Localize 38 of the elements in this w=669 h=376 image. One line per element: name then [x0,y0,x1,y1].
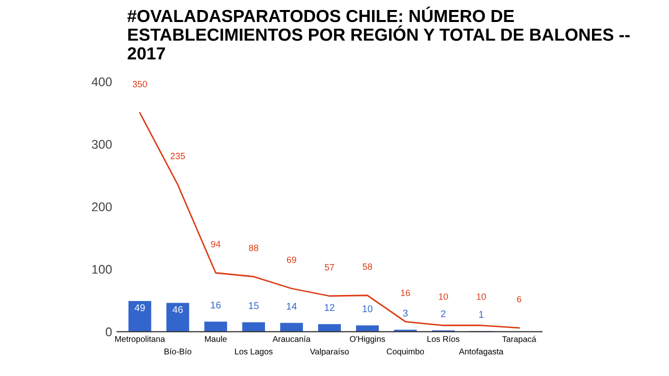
data-label: 235 [170,152,185,160]
x-tick-label: Antofagasta [458,348,504,356]
x-tick-label: Bío-Bío [164,348,192,354]
data-label: 49 [134,304,145,312]
data-label: 15 [248,302,259,310]
x-tick-label: Metropolitana [115,336,166,344]
data-label: 1 [479,311,484,318]
data-label: 16 [211,302,221,308]
data-label: 10 [438,293,448,300]
x-tick-label: Araucanía [272,336,311,342]
y-tick-label: 400 [92,77,112,86]
data-label: 12 [324,304,334,311]
data-label: 3 [403,310,408,317]
y-tick-label: 0 [106,327,112,336]
x-tick-label: Coquimbo [386,348,424,356]
x-tick-label: Los Lagos [235,348,273,356]
data-label: 6 [517,296,522,302]
x-tick-label: Maule [205,336,227,342]
data-label: 16 [401,290,410,296]
data-label: 88 [248,244,258,252]
x-tick-label: Tarapacá [502,336,536,344]
x-tick-label: Los Ríos [428,336,460,342]
data-label: 2 [441,310,446,318]
data-label: 10 [362,305,372,312]
x-tick-label: O'Higgins [350,336,386,344]
y-tick-label: 100 [92,264,112,274]
data-label: 94 [211,240,220,248]
x-tick-label: Valparaíso [310,348,349,356]
y-tick-label: 200 [92,202,112,212]
chart-title: #OVALADASPARATODOS CHILE: NÚMERO DE ESTABLECIMIENTOS POR REGIÓN Y TOTAL DE BALONES -- 2017 [127,6,630,60]
data-label: 69 [286,256,296,263]
y-tick-label: 300 [92,140,112,149]
data-label: 10 [476,293,486,300]
data-label: 46 [172,306,183,314]
data-label: 58 [362,263,372,270]
data-label: 350 [132,80,148,88]
data-label: 57 [324,264,334,270]
data-label: 14 [286,302,297,310]
